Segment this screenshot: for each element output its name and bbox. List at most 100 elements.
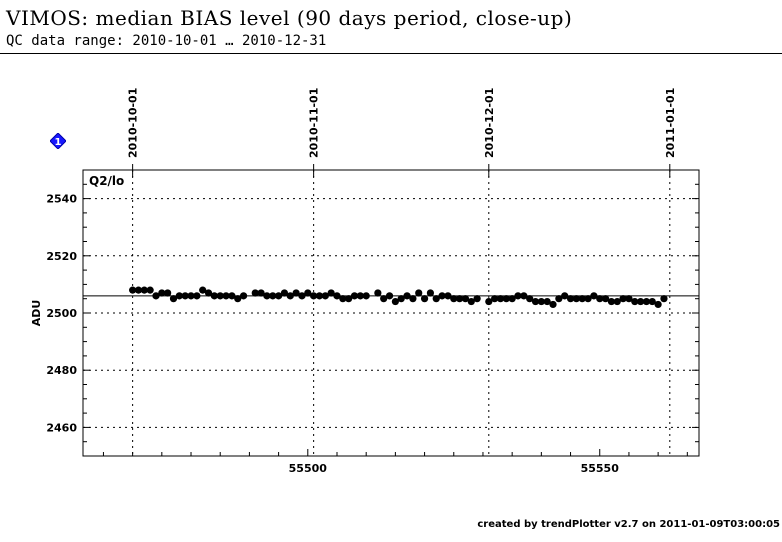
data-point xyxy=(356,292,364,300)
data-point xyxy=(385,292,394,300)
data-point xyxy=(140,286,148,294)
data-point xyxy=(555,295,563,303)
data-point xyxy=(269,292,277,300)
header-divider xyxy=(0,53,782,54)
data-point xyxy=(327,289,335,297)
data-point xyxy=(199,286,207,294)
data-point xyxy=(263,292,271,300)
data-point xyxy=(619,295,627,303)
data-point xyxy=(239,292,248,300)
data-point xyxy=(216,292,224,300)
data-point xyxy=(642,297,651,306)
top-date-label: 2010-10-01 xyxy=(127,88,140,158)
footer-credit: created by trendPlotter v2.7 on 2011-01-… xyxy=(477,519,780,530)
data-point xyxy=(397,295,405,303)
data-point xyxy=(526,295,534,303)
data-point xyxy=(350,292,359,300)
data-point xyxy=(572,295,580,303)
data-point xyxy=(204,289,213,297)
data-point xyxy=(561,292,569,300)
data-point xyxy=(496,295,505,303)
y-axis-label: ADU xyxy=(30,300,43,327)
data-point xyxy=(158,289,166,297)
data-point xyxy=(362,292,370,300)
data-point xyxy=(426,289,435,297)
data-point xyxy=(345,295,353,303)
axis-labels: 2460 2480 2500 2520 2540 55500 55550 2010-10-01… xyxy=(30,88,677,475)
y-tick-label: 2480 xyxy=(46,364,77,377)
data-point xyxy=(491,295,499,303)
data-point xyxy=(129,286,137,294)
top-date-label: 2010-11-01 xyxy=(308,88,321,158)
data-points xyxy=(129,286,668,309)
data-point xyxy=(251,289,259,297)
panel-label: Q2/lo xyxy=(89,174,124,188)
badge-label: 1 xyxy=(55,137,62,148)
info-diamond-icon[interactable]: 1 xyxy=(50,133,66,149)
data-point xyxy=(380,295,388,303)
top-date-label: 2011-01-01 xyxy=(664,88,677,158)
data-point xyxy=(321,292,329,300)
data-point xyxy=(456,295,464,303)
data-point xyxy=(654,300,662,309)
data-point xyxy=(187,292,195,300)
data-point xyxy=(228,292,236,300)
data-point xyxy=(420,295,429,303)
data-point xyxy=(257,289,265,297)
x-tick-label: 55500 xyxy=(289,462,328,475)
data-point xyxy=(374,289,382,297)
data-point xyxy=(566,295,575,303)
data-point xyxy=(625,295,633,303)
data-point xyxy=(333,292,341,300)
axis-ticks xyxy=(83,164,699,457)
data-range-subtitle: QC data range: 2010-10-01 … 2010-12-31 xyxy=(6,33,327,49)
data-point xyxy=(181,292,189,300)
x-tick-label: 55550 xyxy=(581,462,620,475)
data-point xyxy=(409,295,417,303)
data-point xyxy=(450,295,458,303)
data-point xyxy=(280,289,289,297)
y-tick-label: 2500 xyxy=(46,307,77,320)
data-point xyxy=(432,295,440,303)
data-point xyxy=(607,297,616,306)
data-point xyxy=(514,292,522,300)
data-point xyxy=(169,295,178,303)
data-point xyxy=(164,289,172,297)
data-point xyxy=(210,292,218,300)
data-point xyxy=(543,297,551,306)
data-point xyxy=(304,289,312,297)
y-tick-label: 2460 xyxy=(46,421,77,434)
data-point xyxy=(613,297,621,306)
plot-frame xyxy=(82,169,700,457)
data-point xyxy=(596,295,604,303)
data-point xyxy=(298,292,306,300)
data-point xyxy=(508,295,516,303)
data-point xyxy=(461,295,470,303)
data-point xyxy=(601,295,610,303)
data-point xyxy=(391,297,399,306)
top-date-label: 2010-12-01 xyxy=(483,88,496,158)
data-point xyxy=(531,297,540,306)
data-point xyxy=(660,295,668,303)
data-point xyxy=(485,297,493,306)
data-point xyxy=(403,292,411,300)
plot-border xyxy=(82,169,700,457)
data-point xyxy=(234,295,242,303)
y-tick-label: 2520 xyxy=(46,250,77,263)
data-point xyxy=(275,292,283,300)
data-point xyxy=(578,295,586,303)
data-point xyxy=(584,295,592,303)
data-point xyxy=(590,292,598,300)
data-point xyxy=(467,297,475,306)
data-point xyxy=(549,300,557,309)
data-point xyxy=(310,292,318,300)
data-point xyxy=(339,295,347,303)
grid-lines xyxy=(83,170,699,456)
data-point xyxy=(520,292,528,300)
data-point xyxy=(193,292,201,300)
data-point xyxy=(473,295,481,303)
data-point xyxy=(637,297,645,306)
data-point xyxy=(286,292,294,300)
data-point xyxy=(502,295,510,303)
data-point xyxy=(292,289,300,297)
